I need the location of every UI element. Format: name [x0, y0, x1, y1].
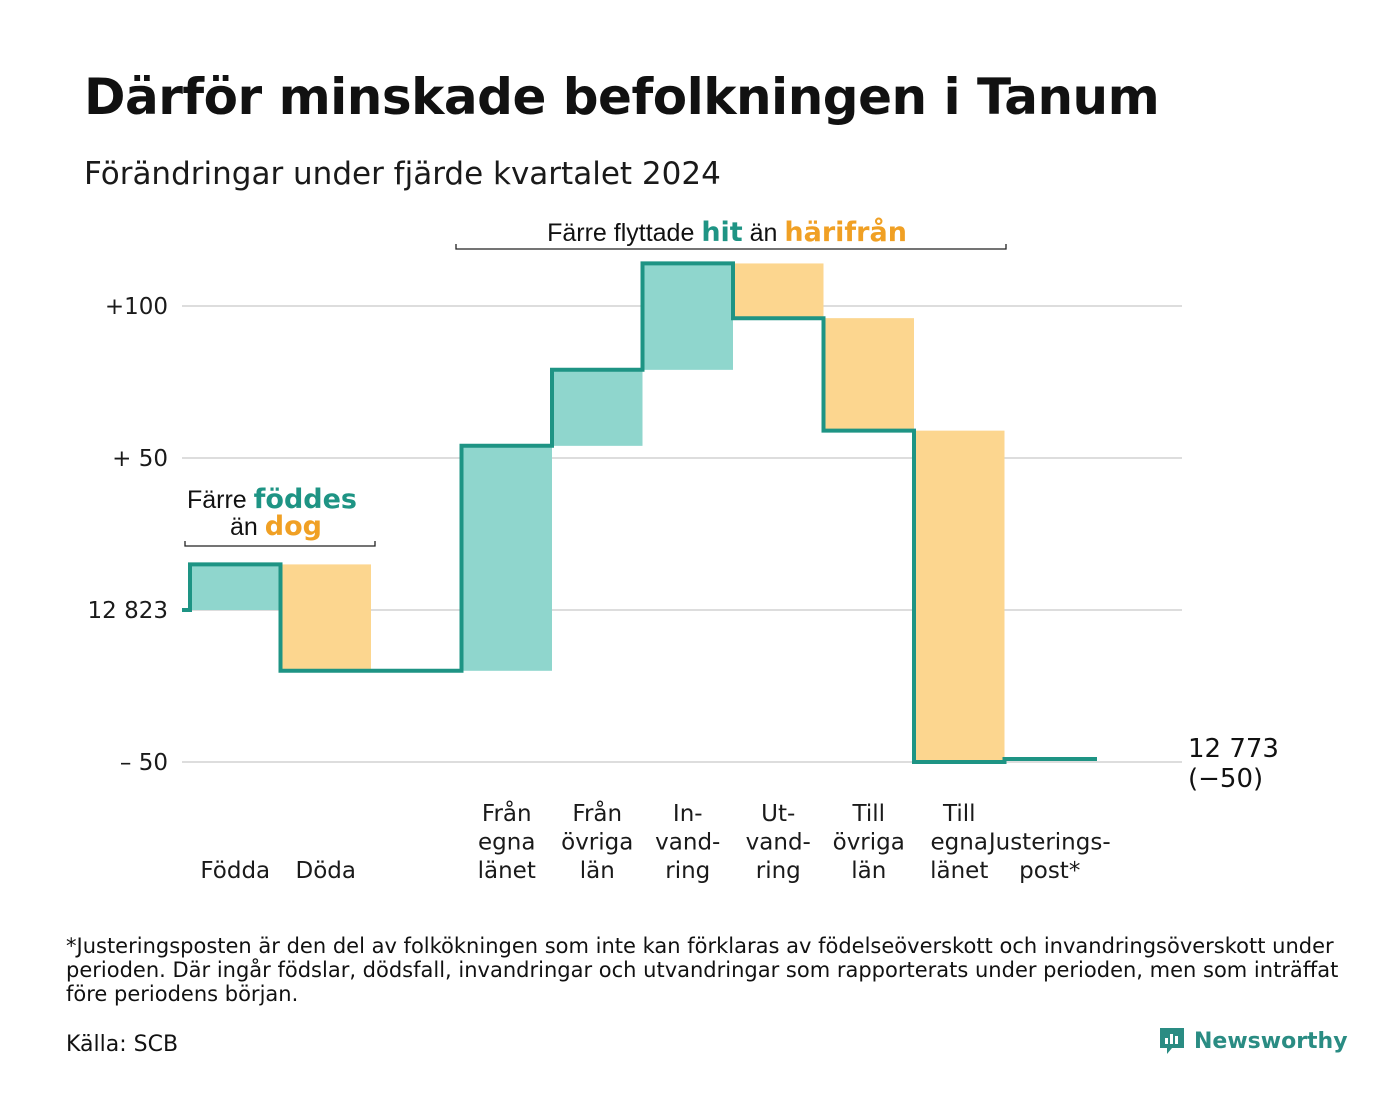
brand-logo: Newsworthy — [1158, 1026, 1348, 1056]
category-label: egna — [478, 830, 535, 856]
category-label: Justerings- — [987, 830, 1111, 856]
category-label: länet — [478, 858, 536, 884]
chart-subtitle: Förändringar under fjärde kvartalet 2024 — [84, 156, 721, 192]
chart-title: Därför minskade befolkningen i Tanum — [84, 68, 1160, 126]
end-value-label: 12 773 — [1188, 734, 1279, 764]
y-tick-label: + 50 — [112, 446, 168, 472]
bar-in--vand--ring — [642, 263, 733, 370]
category-label: egna — [931, 830, 988, 856]
category-label: övriga — [833, 830, 905, 856]
bar-ut--vand--ring — [733, 263, 824, 319]
category-label: post* — [1019, 858, 1080, 884]
running-total-step-line — [182, 261, 1097, 764]
category-label: Födda — [200, 858, 270, 884]
gridlines — [182, 305, 1182, 763]
bar-från-övriga-län — [552, 369, 643, 446]
category-label: Till — [942, 801, 976, 827]
highlight-died: dog — [265, 511, 322, 542]
bars — [190, 263, 1005, 762]
brand-name: Newsworthy — [1194, 1028, 1348, 1054]
y-tick-label: +100 — [105, 294, 168, 320]
category-label: Ut- — [761, 801, 795, 827]
highlight-from-here: härifrån — [784, 216, 907, 248]
y-tick-label: – 50 — [120, 750, 168, 776]
bar-födda — [190, 564, 281, 610]
bar-till-övriga-län — [823, 318, 914, 431]
end-change-label: (−50) — [1188, 764, 1263, 794]
newsworthy-icon — [1160, 1028, 1184, 1054]
migration-annotation: Färre flyttade hit än härifrån — [547, 216, 907, 248]
bar-till-egna-länet — [914, 430, 1005, 762]
births-bracket — [184, 541, 376, 547]
footnote: *Justeringsposten är den del av folkökni… — [66, 934, 1339, 1006]
y-tick-label: 12 823 — [88, 598, 168, 624]
category-label: länet — [930, 858, 988, 884]
highlight-born: föddes — [254, 484, 357, 515]
category-label: län — [580, 858, 615, 884]
category-label: Från — [572, 799, 622, 827]
category-label: län — [851, 858, 886, 884]
births-annotation-line2: än dog — [230, 511, 322, 542]
highlight-here: hit — [701, 217, 742, 248]
category-label: Från — [482, 799, 532, 827]
category-label: övriga — [561, 830, 633, 856]
migration-bracket — [455, 244, 1007, 250]
category-label: Till — [851, 801, 885, 827]
y-axis-ticks: +100 + 50 12 823 – 50 — [88, 294, 168, 776]
category-label: vand- — [655, 830, 720, 856]
births-annotation-line1: Färre föddes — [187, 484, 357, 515]
bar-från-egna-länet — [461, 445, 552, 671]
category-label: Döda — [296, 858, 356, 884]
category-label: vand- — [746, 830, 811, 856]
source-label: Källa: SCB — [66, 1032, 179, 1057]
category-label: In- — [673, 801, 703, 827]
bar-döda — [280, 564, 371, 671]
category-labels: Födda DödaFrånegnalänetFrånövrigalänIn-va… — [200, 799, 1110, 884]
category-label: ring — [756, 858, 801, 884]
category-label: ring — [665, 858, 710, 884]
running-total-line — [182, 261, 1097, 764]
